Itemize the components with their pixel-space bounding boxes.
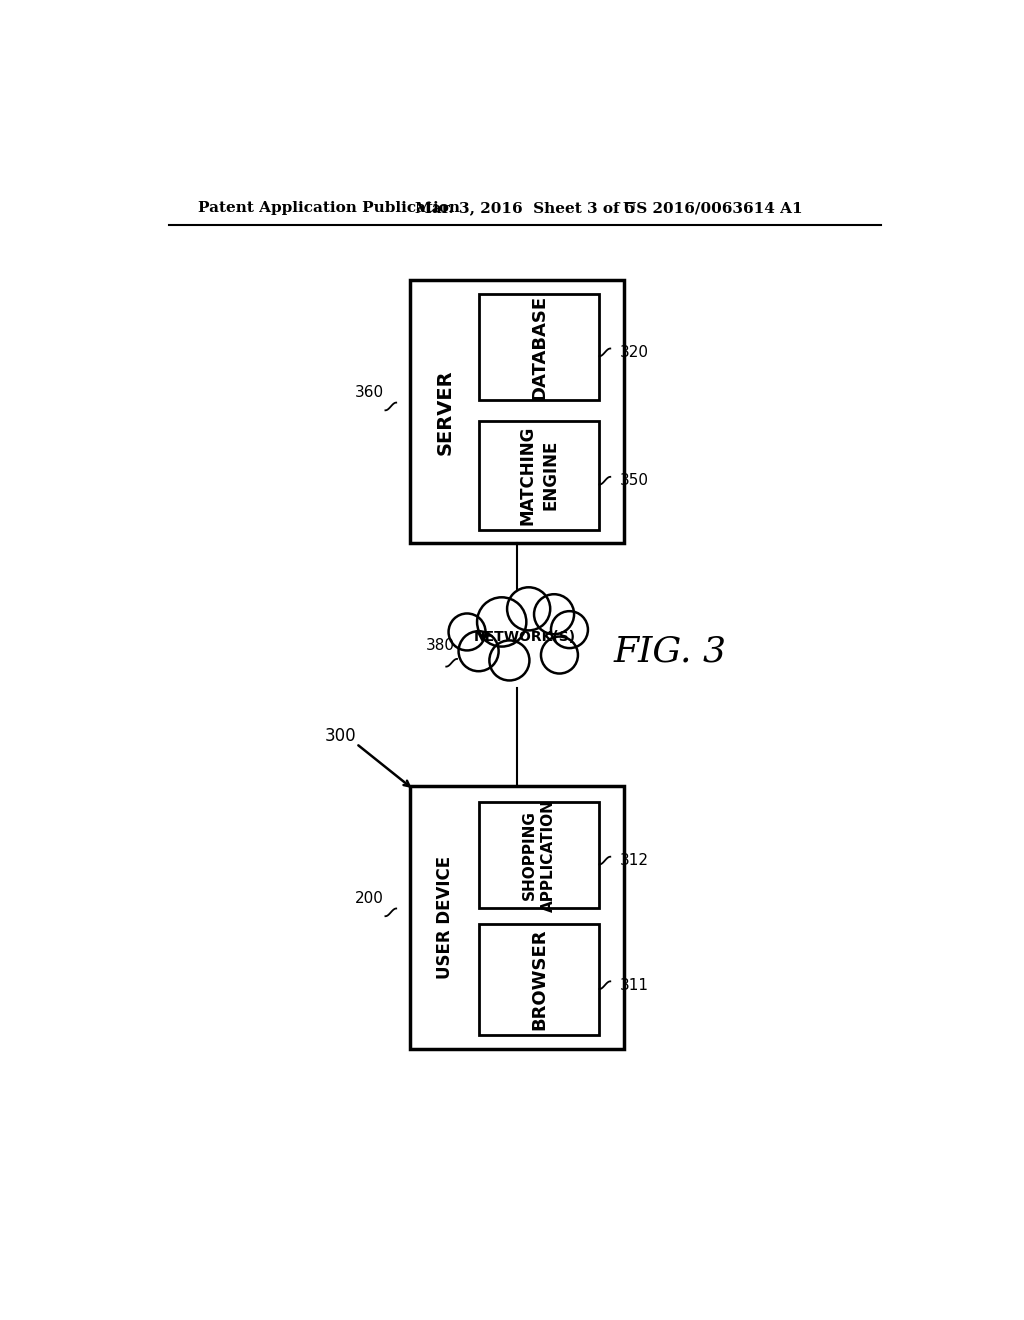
Circle shape (477, 597, 526, 647)
Bar (479, 924, 599, 1035)
Text: 311: 311 (621, 978, 649, 993)
Text: MATCHING
ENGINE: MATCHING ENGINE (519, 425, 559, 525)
Text: 350: 350 (621, 473, 649, 488)
Bar (479, 421, 599, 529)
Text: Patent Application Publication: Patent Application Publication (199, 202, 461, 215)
Text: Mar. 3, 2016  Sheet 3 of 5: Mar. 3, 2016 Sheet 3 of 5 (416, 202, 636, 215)
Text: 320: 320 (621, 345, 649, 360)
Circle shape (489, 640, 529, 681)
Text: BROWSER: BROWSER (530, 929, 548, 1031)
Text: USER DEVICE: USER DEVICE (436, 857, 454, 979)
Bar (479, 803, 599, 908)
Text: 360: 360 (354, 385, 384, 400)
Text: NETWORK(S): NETWORK(S) (474, 631, 575, 644)
Circle shape (459, 631, 499, 671)
Text: SHOPPING
APPLICATION: SHOPPING APPLICATION (522, 799, 556, 912)
Circle shape (551, 611, 588, 648)
Circle shape (541, 636, 578, 673)
Bar (410, 785, 625, 1049)
Text: DATABASE: DATABASE (530, 294, 548, 400)
Text: SERVER: SERVER (435, 368, 455, 454)
Circle shape (535, 594, 574, 635)
Circle shape (507, 587, 550, 631)
Bar (479, 294, 599, 400)
Text: 300: 300 (325, 727, 356, 744)
Circle shape (449, 614, 485, 651)
Text: US 2016/0063614 A1: US 2016/0063614 A1 (624, 202, 803, 215)
Bar (410, 280, 625, 544)
Text: FIG. 3: FIG. 3 (613, 634, 726, 668)
Text: 200: 200 (355, 891, 384, 906)
Text: 380: 380 (426, 639, 455, 653)
Text: 312: 312 (621, 853, 649, 869)
